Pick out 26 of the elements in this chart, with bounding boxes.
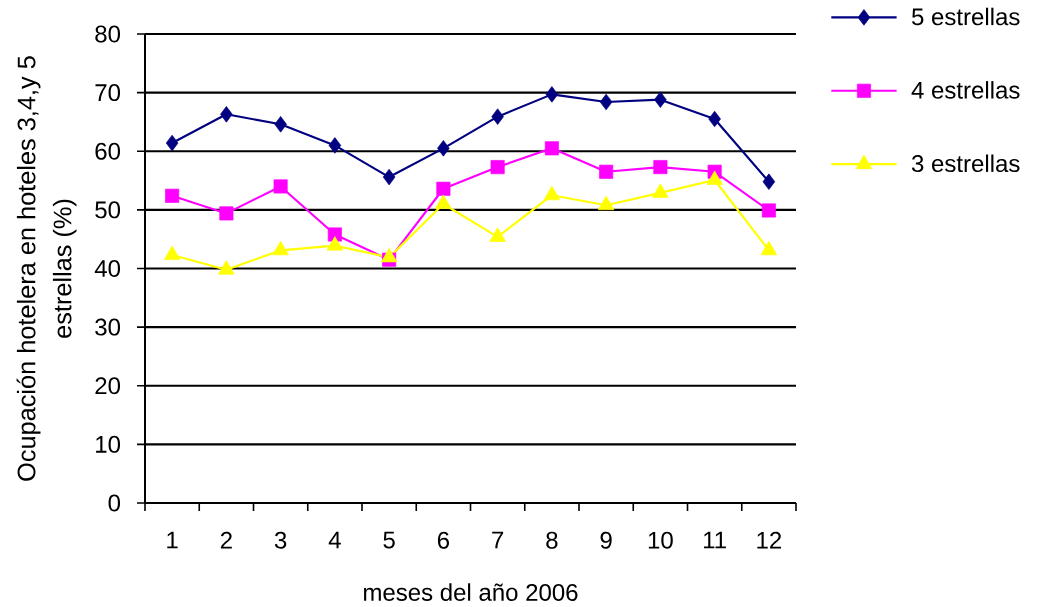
y-tick-label: 60 (95, 142, 121, 160)
x-tick-label: 7 (492, 531, 504, 549)
y-tick-label: 80 (95, 25, 121, 43)
y-tick-label: 30 (95, 318, 121, 336)
y-tick-label: 0 (108, 494, 121, 512)
y-tick-label: 10 (96, 435, 121, 453)
x-tick-label: 8 (546, 531, 558, 549)
y-tick-label: 70 (95, 84, 121, 102)
x-tick-label: 5 (383, 531, 395, 549)
x-tick-label: 3 (274, 531, 287, 549)
y-tick-label: 50 (95, 201, 121, 219)
x-tick-label: 10 (648, 531, 673, 549)
x-tick-label: 12 (757, 531, 782, 549)
y-tick-label: 40 (94, 259, 121, 277)
legend-label: 3 estrellas (911, 154, 1020, 173)
legend-label: 5 estrellas (911, 7, 1020, 26)
x-axis-title: meses del año 2006 (364, 583, 578, 601)
x-tick-label: 9 (600, 531, 612, 549)
legend-label: 4 estrellas (911, 81, 1020, 99)
x-tick-label: 4 (328, 531, 341, 549)
x-tick-label: 2 (220, 531, 232, 549)
y-tick-label: 20 (95, 377, 121, 395)
x-tick-label: 6 (437, 531, 449, 549)
y-axis-title: Ocupación hotelera en hoteles 3,4,y 5 estrellas (%) (16, 56, 77, 481)
x-tick-label: 1 (167, 531, 178, 549)
x-tick-label: 11 (703, 531, 726, 549)
